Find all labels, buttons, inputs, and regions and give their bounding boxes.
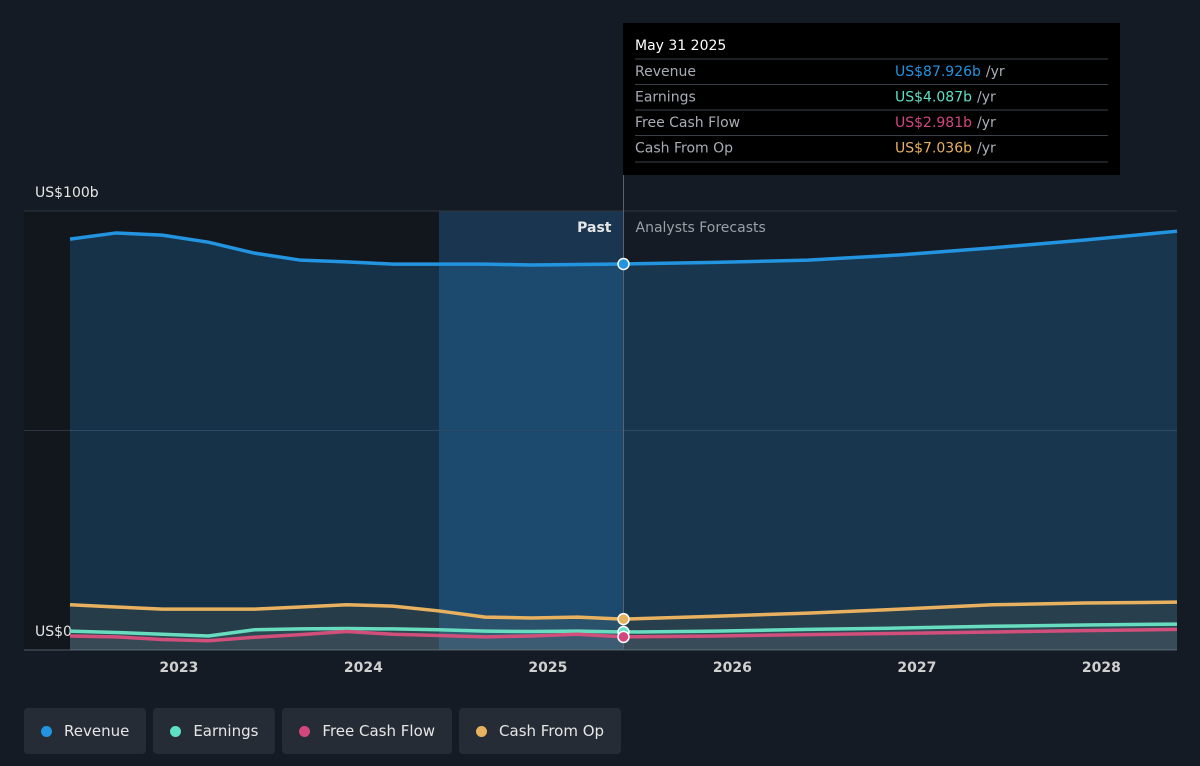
x-tick-label: 2025 — [528, 660, 567, 676]
x-tick-label: 2023 — [159, 660, 198, 676]
tooltip: May 31 2025 Revenue US$87.926b/yr Earnings U… — [623, 23, 1120, 175]
y-tick-label: US$0 — [35, 624, 72, 640]
series-line — [69, 600, 1178, 621]
x-tick-label: 2027 — [897, 660, 936, 676]
legend: Revenue Earnings Free Cash Flow Cash From O… — [24, 708, 622, 754]
series-line — [69, 229, 1178, 267]
forecast-label: Analysts Forecasts — [636, 220, 766, 236]
tooltip-unit: /yr — [977, 90, 996, 106]
marker — [617, 612, 630, 626]
tooltip-value: US$2.981b/yr — [895, 115, 996, 131]
legend-label: Earnings — [193, 722, 259, 740]
tooltip-name: Revenue — [635, 64, 696, 80]
marker — [617, 257, 630, 271]
legend-item[interactable]: Revenue — [24, 708, 147, 754]
tooltip-unit: /yr — [977, 141, 996, 157]
tooltip-value-text: US$2.981b — [895, 115, 972, 131]
tooltip-value-text: US$7.036b — [895, 141, 972, 157]
tooltip-value: US$87.926b/yr — [895, 64, 1005, 80]
tooltip-value: US$7.036b/yr — [895, 141, 996, 157]
legend-label: Free Cash Flow — [322, 722, 436, 740]
x-tick-label: 2028 — [1082, 660, 1121, 676]
legend-label: Revenue — [64, 722, 130, 740]
tooltip-name: Earnings — [635, 90, 696, 106]
legend-item[interactable]: Earnings — [153, 708, 276, 754]
tooltip-unit: /yr — [977, 115, 996, 131]
tooltip-box — [623, 23, 1120, 175]
legend-dot — [41, 725, 52, 737]
x-tick-label: 2026 — [713, 660, 752, 676]
legend-dot — [476, 725, 488, 737]
series-line — [69, 627, 1178, 643]
chart: US$0 US$100b 2023 2024 2025 2026 2027 2028 Past A… — [24, 23, 1178, 676]
tooltip-value: US$4.087b/yr — [895, 90, 996, 106]
legend-item[interactable]: Free Cash Flow — [282, 708, 453, 754]
tooltip-unit: /yr — [986, 64, 1005, 80]
legend-dot — [170, 725, 182, 737]
tooltip-title: May 31 2025 — [635, 38, 726, 54]
x-tick-label: 2024 — [344, 660, 383, 676]
past-label: Past — [577, 220, 612, 236]
series-line — [69, 622, 1178, 638]
legend-dot — [299, 725, 311, 737]
legend-item[interactable]: Cash From Op — [459, 708, 622, 754]
legend-label: Cash From Op — [499, 722, 605, 740]
tooltip-value-text: US$4.087b — [895, 90, 972, 106]
tooltip-value-text: US$87.926b — [895, 64, 981, 80]
tooltip-name: Free Cash Flow — [635, 115, 740, 131]
tooltip-name: Cash From Op — [635, 141, 733, 157]
y-tick-label: US$100b — [35, 185, 99, 201]
marker — [617, 630, 630, 644]
